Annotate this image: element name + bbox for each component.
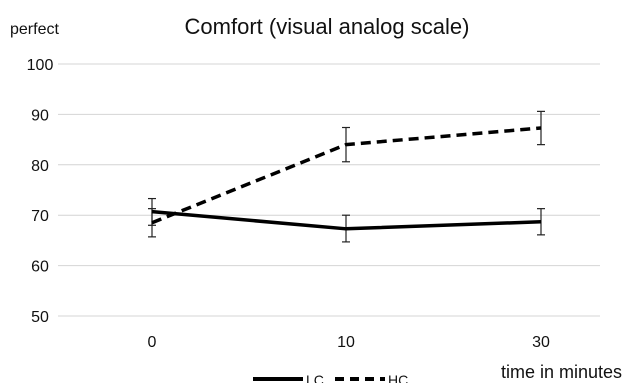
legend-label-hc: HC	[388, 372, 408, 383]
chart-title: Comfort (visual analog scale)	[185, 14, 470, 39]
x-axis-label: time in minutes	[501, 362, 622, 382]
legend-label-lc: LC	[306, 372, 324, 383]
x-tick-10: 10	[337, 334, 355, 351]
y-tick-70: 70	[31, 208, 49, 225]
series-lines	[151, 126, 542, 231]
y-tick-90: 90	[31, 107, 49, 124]
legend: LC HC	[253, 372, 408, 383]
y-tick-100: 100	[27, 57, 54, 74]
legend-item-hc: HC	[335, 372, 408, 383]
hc-series-line	[151, 126, 542, 225]
x-tick-0: 0	[148, 334, 157, 351]
x-tick-30: 30	[532, 334, 550, 351]
legend-item-lc: LC	[253, 372, 324, 383]
y-axis-label: perfect	[10, 21, 59, 38]
y-tick-60: 60	[31, 259, 49, 276]
y-tick-50: 50	[31, 309, 49, 326]
y-tick-labels: 50 60 70 80 90 100	[27, 57, 54, 326]
x-tick-labels: 0 10 30	[148, 334, 550, 351]
y-tick-80: 80	[31, 158, 49, 175]
lc-series-line	[151, 209, 542, 231]
gridlines	[58, 63, 600, 317]
